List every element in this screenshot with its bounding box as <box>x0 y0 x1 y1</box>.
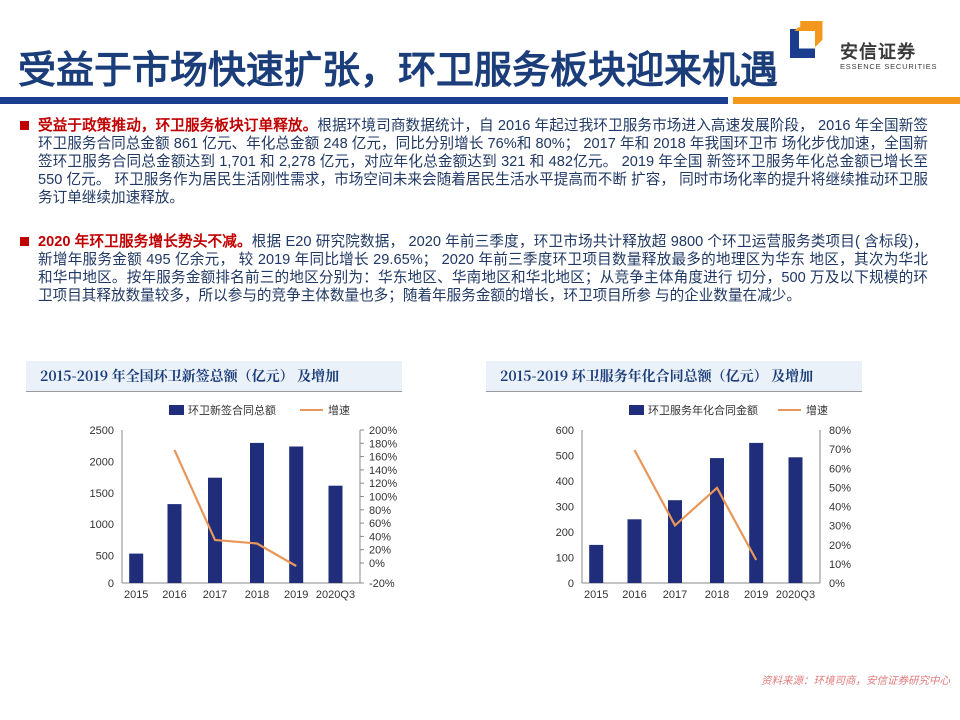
svg-text:2000: 2000 <box>90 456 114 468</box>
svg-text:增速: 增速 <box>806 403 828 417</box>
svg-text:2020Q3: 2020Q3 <box>776 589 815 601</box>
svg-text:0: 0 <box>568 578 574 590</box>
svg-text:60%: 60% <box>369 518 391 530</box>
svg-text:300: 300 <box>556 502 574 514</box>
svg-text:2016: 2016 <box>162 589 186 601</box>
svg-text:2500: 2500 <box>90 425 114 437</box>
svg-text:40%: 40% <box>829 502 851 514</box>
svg-text:环卫服务年化合同金额: 环卫服务年化合同金额 <box>648 403 758 417</box>
svg-text:200: 200 <box>556 527 574 539</box>
svg-text:400: 400 <box>556 476 574 488</box>
svg-text:200%: 200% <box>369 425 397 437</box>
svg-text:20%: 20% <box>829 540 851 552</box>
svg-text:70%: 70% <box>829 444 851 456</box>
svg-text:500: 500 <box>96 551 114 563</box>
svg-text:100%: 100% <box>369 492 397 504</box>
svg-text:0%: 0% <box>829 578 845 590</box>
svg-text:2015: 2015 <box>124 589 148 601</box>
svg-text:140%: 140% <box>369 465 397 477</box>
svg-text:2018: 2018 <box>705 589 729 601</box>
svg-text:0: 0 <box>108 578 114 590</box>
svg-text:增速: 增速 <box>328 403 350 417</box>
svg-text:160%: 160% <box>369 452 397 464</box>
svg-text:40%: 40% <box>369 531 391 543</box>
svg-text:1500: 1500 <box>90 488 114 500</box>
svg-text:80%: 80% <box>369 505 391 517</box>
svg-text:2019: 2019 <box>284 589 308 601</box>
svg-text:2016: 2016 <box>622 589 646 601</box>
svg-text:20%: 20% <box>369 545 391 557</box>
svg-text:-20%: -20% <box>369 578 395 590</box>
svg-text:2017: 2017 <box>663 589 687 601</box>
svg-text:2018: 2018 <box>245 589 269 601</box>
svg-text:10%: 10% <box>829 559 851 571</box>
svg-text:500: 500 <box>556 451 574 463</box>
svg-text:50%: 50% <box>829 482 851 494</box>
svg-text:1000: 1000 <box>90 519 114 531</box>
svg-text:60%: 60% <box>829 463 851 475</box>
svg-text:30%: 30% <box>829 521 851 533</box>
svg-text:180%: 180% <box>369 438 397 450</box>
svg-text:0%: 0% <box>369 558 385 570</box>
svg-text:2020Q3: 2020Q3 <box>316 589 355 601</box>
svg-text:2015: 2015 <box>584 589 608 601</box>
svg-text:600: 600 <box>556 425 574 437</box>
svg-text:2017: 2017 <box>203 589 227 601</box>
svg-text:100: 100 <box>556 553 574 565</box>
svg-text:环卫新签合同总额: 环卫新签合同总额 <box>188 403 276 417</box>
svg-text:2019: 2019 <box>744 589 768 601</box>
svg-text:80%: 80% <box>829 425 851 437</box>
svg-text:120%: 120% <box>369 478 397 490</box>
